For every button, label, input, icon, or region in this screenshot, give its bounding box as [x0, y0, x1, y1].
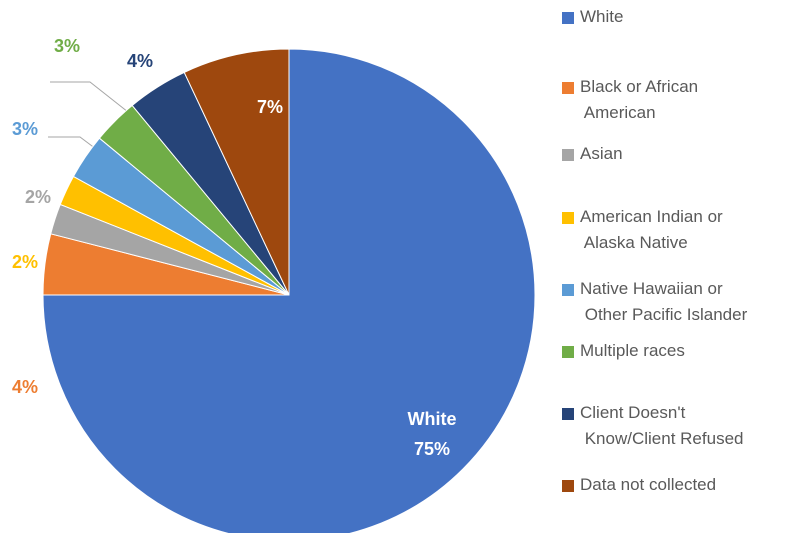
legend-swatch: [562, 12, 574, 24]
legend-swatch: [562, 408, 574, 420]
legend-swatch: [562, 480, 574, 492]
legend-label: Native Hawaiian or Other Pacific Islande…: [580, 279, 748, 324]
legend-swatch: [562, 346, 574, 358]
data-label: 3%: [54, 36, 80, 56]
leader-line: [50, 81, 129, 113]
data-label: 2%: [12, 252, 38, 272]
legend-label: Client Doesn't Know/Client Refused: [580, 403, 743, 448]
data-label: 2%: [25, 187, 51, 207]
legend-label: Asian: [580, 144, 623, 163]
data-label: 3%: [12, 119, 38, 139]
legend-label: White: [580, 7, 623, 26]
data-label-category: White: [408, 409, 457, 429]
legend-label: American Indian or Alaska Native: [580, 207, 723, 252]
legend-swatch: [562, 149, 574, 161]
legend-swatch: [562, 212, 574, 224]
legend-label: Data not collected: [580, 475, 716, 494]
legend-swatch: [562, 284, 574, 296]
data-label: 7%: [257, 97, 283, 117]
legend-swatch: [562, 82, 574, 94]
pie-slice: [42, 48, 536, 533]
data-label: 75%: [414, 439, 450, 459]
data-label: 4%: [127, 51, 153, 71]
data-label: 4%: [12, 377, 38, 397]
pie-slice: [183, 48, 290, 296]
legend-label: Multiple races: [580, 341, 685, 360]
legend-label: Black or African American: [580, 77, 698, 122]
